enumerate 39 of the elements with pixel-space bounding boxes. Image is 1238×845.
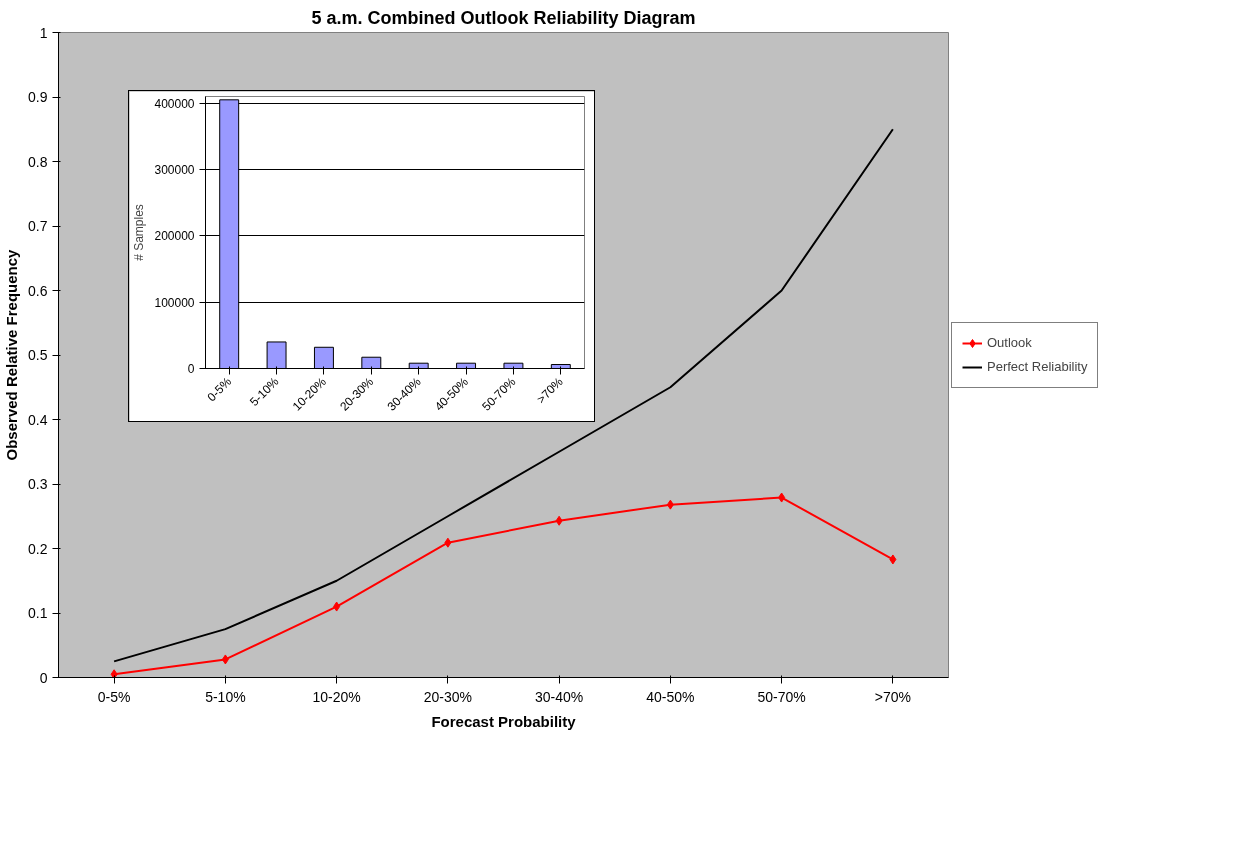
y-tick-label: 400000 — [154, 96, 195, 111]
y-tick-label: 0.8 — [28, 153, 48, 170]
point — [778, 492, 786, 503]
x-tick-label: 40-50% — [646, 688, 695, 705]
y-axis-title: Observed Relative Frequency — [3, 248, 21, 461]
y-tick-label: 0.7 — [28, 218, 48, 234]
y-tick-label: 100000 — [154, 295, 195, 310]
y-tick-label: 0.3 — [28, 476, 48, 492]
y-tick-label: 0.1 — [28, 605, 48, 621]
legend-label: Outlook — [987, 335, 1032, 350]
y-tick-label: 0.4 — [28, 411, 48, 428]
x-tick-label: 30-40% — [535, 688, 584, 705]
legend-label: Perfect Reliability — [987, 359, 1088, 374]
y-tick-label: 200000 — [154, 229, 195, 244]
x-tick-label: 20-30% — [423, 688, 473, 705]
x-tick-label: 5-10% — [205, 688, 246, 705]
y-tick-label: 300000 — [154, 162, 195, 177]
y-tick-label: 0.2 — [28, 540, 48, 557]
x-tick-label: 50-70% — [757, 688, 806, 705]
y-axis-title: # Samples — [132, 204, 147, 261]
point — [444, 537, 452, 548]
point — [110, 669, 118, 678]
y-tick-label: 0.5 — [28, 347, 48, 363]
y-tick-label: 0 — [187, 362, 195, 376]
x-axis-title: Forecast Probability — [431, 712, 577, 730]
y-tick-label: 0 — [39, 669, 48, 686]
chart-title: 5 a.m. Combined Outlook Reliability Diagram — [311, 7, 696, 28]
line-series — [113, 128, 894, 663]
point — [666, 499, 674, 510]
x-tick-label: >70% — [874, 688, 911, 705]
y-tick-label: 1 — [39, 24, 48, 41]
y-tick-label: 0.9 — [28, 89, 48, 105]
point — [221, 654, 229, 665]
point — [333, 601, 341, 612]
point — [555, 515, 563, 526]
x-tick-label: 10-20% — [312, 688, 361, 705]
x-tick-label: 0-5% — [97, 688, 131, 705]
y-tick-label: 0.6 — [28, 282, 48, 299]
point — [889, 554, 897, 565]
